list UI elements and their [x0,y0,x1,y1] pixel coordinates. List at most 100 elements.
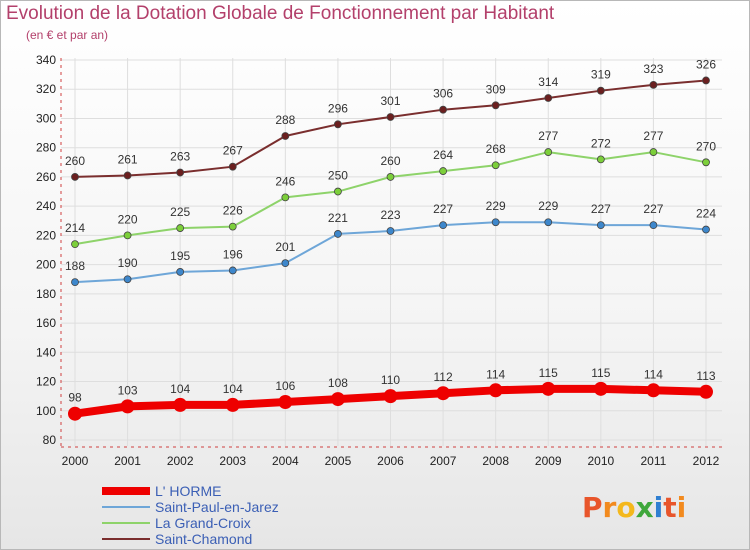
data-label-la-grand-croix: 272 [591,136,611,150]
data-label-l-horme: 108 [328,376,348,390]
point-la-grand-croix [596,155,605,164]
point-saint-paul-en-jarez [228,266,237,275]
data-label-la-grand-croix: 246 [275,174,295,188]
data-label-saint-paul-en-jarez: 227 [433,202,453,216]
point-saint-chamond [544,94,553,102]
data-label-saint-paul-en-jarez: 188 [65,259,85,273]
point-l-horme [699,384,713,399]
point-la-grand-croix [176,224,185,232]
data-label-l-horme: 114 [486,367,505,381]
point-la-grand-croix [228,222,237,231]
y-tick-label: 80 [43,433,57,447]
point-la-grand-croix [123,231,132,240]
data-label-saint-paul-en-jarez: 229 [486,199,506,213]
data-label-saint-chamond: 267 [223,144,243,158]
x-tick-label: 2009 [535,454,562,468]
point-saint-chamond [123,171,132,180]
point-la-grand-croix [702,158,710,167]
legend-label-l-horme: L' HORME [155,483,221,499]
data-label-saint-paul-en-jarez: 229 [538,199,558,213]
x-tick-label: 2006 [377,454,404,468]
data-label-la-grand-croix: 214 [65,221,85,235]
point-l-horme [120,399,135,414]
data-label-saint-chamond: 263 [170,150,190,164]
data-label-saint-paul-en-jarez: 223 [380,208,400,222]
data-label-la-grand-croix: 226 [223,204,243,218]
data-label-saint-chamond: 288 [275,113,295,127]
data-label-la-grand-croix: 250 [328,169,348,183]
data-label-saint-paul-en-jarez: 201 [275,240,295,254]
point-l-horme [68,406,82,421]
x-tick-label: 2012 [693,454,720,468]
y-tick-label: 240 [36,199,56,213]
point-saint-paul-en-jarez [596,221,605,230]
series-markers [68,76,713,421]
point-saint-chamond [491,101,500,110]
point-la-grand-croix [649,148,658,156]
data-label-saint-paul-en-jarez: 195 [170,249,190,263]
chart-subtitle: (en € et par an) [26,28,109,42]
point-l-horme [436,386,451,401]
y-tick-label: 320 [36,82,56,96]
legend-label-saint-paul-en-jarez: Saint-Paul-en-Jarez [155,499,279,515]
legend-label-la-grand-croix: La Grand-Croix [155,515,251,531]
x-tick-label: 2010 [587,454,614,468]
x-tick-label: 2000 [62,454,89,468]
data-label-saint-chamond: 306 [433,87,453,101]
data-label-saint-paul-en-jarez: 224 [696,207,716,221]
point-l-horme [278,395,293,409]
data-label-saint-chamond: 301 [380,94,400,108]
data-label-l-horme: 104 [223,382,243,396]
point-la-grand-croix [71,240,79,249]
point-l-horme [330,392,345,407]
y-tick-label: 340 [36,53,56,67]
point-la-grand-croix [491,161,500,170]
data-label-saint-paul-en-jarez: 227 [591,202,611,216]
data-labels: 260 261 263 267 288 296 301 306 309 314 319 323 326 2… [65,57,716,404]
point-saint-paul-en-jarez [176,268,185,276]
point-saint-paul-en-jarez [649,221,658,230]
data-label-l-horme: 114 [644,367,663,381]
data-label-l-horme: 104 [170,382,190,396]
data-label-l-horme: 110 [381,373,400,387]
y-tick-label: 300 [36,111,56,125]
data-label-l-horme: 115 [591,366,610,380]
data-label-l-horme: 113 [696,369,715,383]
data-label-saint-paul-en-jarez: 196 [223,247,243,261]
data-label-la-grand-croix: 264 [433,148,453,162]
data-label-la-grand-croix: 225 [170,205,190,219]
data-label-l-horme: 103 [118,383,138,397]
point-l-horme [225,397,240,412]
data-label-la-grand-croix: 277 [643,129,663,143]
point-la-grand-croix [281,193,290,202]
proxiti-logo: Proxiti [582,491,686,524]
point-saint-chamond [228,162,237,171]
y-tick-label: 260 [36,170,56,184]
x-tick-label: 2005 [325,454,352,468]
chart-title: Evolution de la Dotation Globale de Fonc… [6,3,555,24]
point-saint-paul-en-jarez [439,221,447,230]
point-saint-chamond [386,113,395,121]
point-saint-chamond [334,120,342,129]
data-label-la-grand-croix: 220 [118,212,138,226]
point-l-horme [488,383,503,398]
point-saint-chamond [71,173,79,181]
data-label-saint-chamond: 261 [118,152,138,166]
x-tick-label: 2011 [641,454,667,468]
point-la-grand-croix [334,187,342,196]
data-label-saint-chamond: 319 [591,68,611,82]
point-saint-paul-en-jarez [71,278,79,287]
grid-lines [61,58,722,446]
x-tick-label: 2003 [219,454,246,468]
data-label-saint-paul-en-jarez: 221 [328,211,348,225]
y-tick-label: 160 [36,316,56,330]
point-saint-chamond [176,168,185,177]
y-tick-labels: 80 100 120 140 160 180 200 220 240 260 280 300 320 34… [36,53,56,447]
axes [60,58,722,448]
data-label-saint-chamond: 296 [328,101,348,115]
point-l-horme [541,381,556,396]
data-label-saint-chamond: 323 [643,62,663,76]
